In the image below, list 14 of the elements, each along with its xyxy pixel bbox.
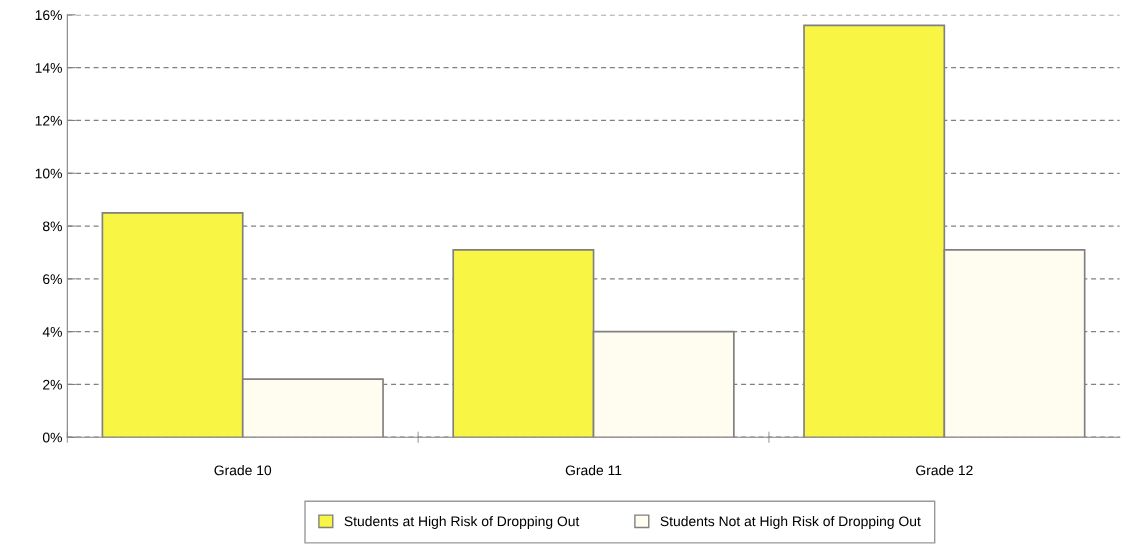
y-tick-label: 0% xyxy=(42,432,62,443)
y-tick-label: 14% xyxy=(35,63,62,73)
x-tick-label: Grade 10 xyxy=(214,465,272,476)
x-tick-label: Grade 12 xyxy=(916,465,973,476)
y-tick-label: 6% xyxy=(43,274,62,285)
y-tick-label: 4% xyxy=(42,327,62,337)
legend-label: Students at High Risk of Dropping Out xyxy=(344,516,580,529)
y-tick-label: 8% xyxy=(42,221,62,232)
x-tick-label: Grade 11 xyxy=(565,465,622,476)
y-tick-label: 2% xyxy=(43,379,62,390)
y-tick-label: 12% xyxy=(35,115,62,126)
y-tick-label: 16% xyxy=(35,10,62,21)
legend-label: Students Not at High Risk of Dropping Out xyxy=(660,516,921,529)
y-tick-label: 10% xyxy=(35,168,62,179)
